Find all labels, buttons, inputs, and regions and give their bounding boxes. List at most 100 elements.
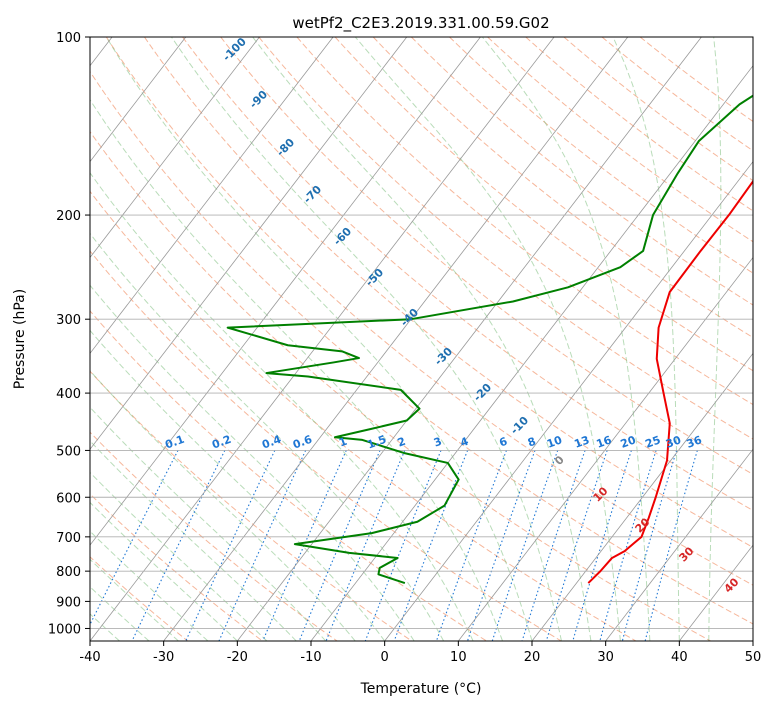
dewpoint-profile-line <box>226 94 753 585</box>
mixing-ratio-label: 13 <box>572 433 591 450</box>
moist-adiabat <box>90 406 327 641</box>
mixing-ratio-line <box>298 450 381 641</box>
dry-adiabat <box>90 130 711 641</box>
mixing-ratio-label: 8 <box>526 435 538 450</box>
mixing-ratio-label: 2 <box>396 435 408 450</box>
mixing-ratio-line <box>325 450 406 641</box>
dry-adiabat <box>90 431 338 641</box>
dry-adiabat <box>258 37 753 440</box>
isotherm-line <box>679 544 753 641</box>
mixing-ratio-label: 20 <box>619 433 638 451</box>
x-tick-label: -40 <box>79 650 100 665</box>
dry-adiabat <box>296 37 753 406</box>
moist-adiabat <box>90 98 504 641</box>
moist-adiabat <box>90 284 415 641</box>
moist-adiabat <box>90 471 268 641</box>
isotherm-label: -10 <box>508 414 531 437</box>
mixing-ratio-label: 25 <box>643 433 662 450</box>
x-tick-label: 30 <box>597 650 614 665</box>
isotherm-label: -60 <box>331 225 354 248</box>
dry-adiabat <box>90 370 413 641</box>
isotherm-line <box>163 37 629 641</box>
background-lines <box>90 37 753 641</box>
dry-adiabat <box>449 37 753 274</box>
moist-adiabat <box>90 530 209 641</box>
isotherm-label: -80 <box>274 136 297 159</box>
mixing-ratio-label: 16 <box>595 433 614 451</box>
dry-adiabat <box>525 37 753 212</box>
x-tick-label: 10 <box>450 650 467 665</box>
dry-adiabat <box>90 190 637 641</box>
y-tick-label: 600 <box>56 491 81 506</box>
dry-adiabat <box>220 37 753 475</box>
x-tick-label: 50 <box>745 650 762 665</box>
y-tick-label: 800 <box>56 565 81 580</box>
dry-adiabat <box>601 37 753 152</box>
isotherm-label: -20 <box>471 381 494 404</box>
mixing-ratio-label: 3 <box>432 435 444 450</box>
mixing-ratio-line <box>364 450 442 641</box>
mixing-ratio-label: 0.4 <box>260 433 283 452</box>
dry-adiabat <box>410 37 753 306</box>
temperature-profile-line <box>587 179 753 584</box>
y-tick-label: 500 <box>56 444 81 459</box>
dry-adiabat <box>90 493 263 641</box>
y-tick-label: 300 <box>56 313 81 328</box>
isotherm-line <box>458 256 753 641</box>
isotherm-line <box>90 37 481 546</box>
y-tick-label: 1000 <box>48 622 81 637</box>
mixing-ratio-line <box>491 450 559 641</box>
plot-frame <box>89 36 754 642</box>
isotherm-line <box>605 448 753 641</box>
mixing-ratio-label: 36 <box>685 433 704 451</box>
isotherm-label: -50 <box>363 266 386 289</box>
isotherm-line <box>531 352 753 641</box>
moist-adiabat <box>481 37 651 641</box>
data-series <box>226 94 753 585</box>
mixing-ratio-line <box>218 450 307 641</box>
axes: -40 -30 -20 -10 0 10 20 30 40 5010020030040050060… <box>48 31 761 665</box>
isotherm-label: 20 <box>633 515 653 535</box>
moist-adiabat <box>90 171 474 641</box>
mixing-ratio-label: 10 <box>545 433 564 451</box>
moist-adiabat <box>708 37 722 641</box>
isotherm-label: 10 <box>591 484 611 504</box>
dry-adiabat <box>372 37 753 339</box>
mixing-ratio-line <box>599 450 657 641</box>
dry-adiabat <box>90 310 487 641</box>
dry-adiabat <box>563 37 753 182</box>
mixing-ratio-label: 30 <box>664 433 683 451</box>
dry-adiabat <box>90 250 562 641</box>
moist-adiabat <box>612 37 680 641</box>
y-axis-label: Pressure (hPa) <box>12 289 28 389</box>
mixing-ratio-line <box>185 450 276 641</box>
x-tick-label: 40 <box>671 650 688 665</box>
moist-adiabat <box>252 37 592 641</box>
y-tick-label: 100 <box>56 31 81 46</box>
isotherm-label: -90 <box>247 88 270 111</box>
y-tick-label: 200 <box>56 209 81 224</box>
x-tick-label: -10 <box>300 650 321 665</box>
isotherm-line <box>90 37 260 259</box>
mixing-ratio-label: 1.5 <box>365 433 388 452</box>
x-axis-label: Temperature (°C) <box>360 681 482 697</box>
isotherm-line <box>90 37 408 450</box>
mixing-ratio-line <box>131 450 226 641</box>
mixing-ratio-label: 0.6 <box>291 433 314 452</box>
y-tick-label: 400 <box>56 387 81 402</box>
isotherm-label: 40 <box>722 575 742 595</box>
moist-adiabat <box>90 440 297 641</box>
mixing-ratio-line <box>545 450 608 641</box>
isotherm-label: 0 <box>552 453 567 468</box>
moist-adiabat <box>171 37 562 641</box>
moist-adiabat <box>90 370 356 641</box>
mixing-ratio-label: 1 <box>337 435 349 450</box>
moist-adiabat <box>354 37 621 641</box>
dry-adiabat <box>90 70 753 625</box>
y-tick-label: 700 <box>56 531 81 546</box>
mixing-ratio-label: 0.1 <box>163 433 186 452</box>
dry-adiabat <box>639 37 753 123</box>
mixing-ratio-line <box>466 450 536 641</box>
